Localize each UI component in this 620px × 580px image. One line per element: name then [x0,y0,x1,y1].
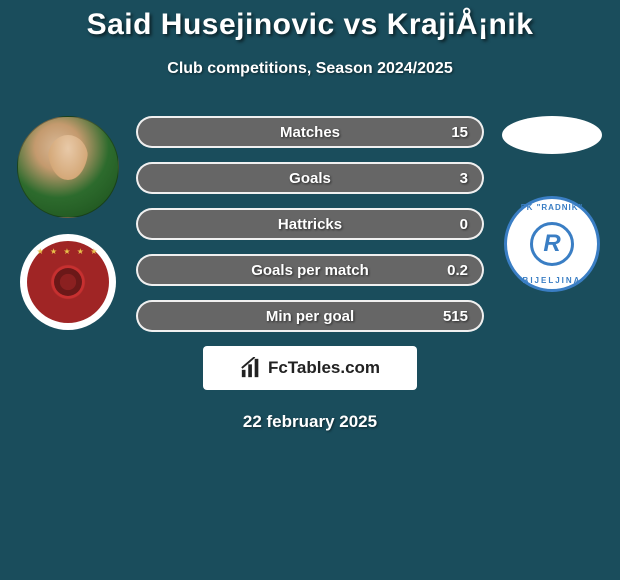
stat-bar-goals: Goals 3 [136,162,484,194]
right-player-placeholder [502,116,602,154]
brand-box[interactable]: FcTables.com [203,346,417,390]
right-club-letter: R [530,222,574,266]
right-entity-column: FK "RADNIK" R BIJELJINA [492,116,612,292]
subtitle: Club competitions, Season 2024/2025 [0,60,620,78]
player-photo [17,116,119,218]
stat-bar-matches: Matches 15 [136,116,484,148]
right-club-ring-top: FK "RADNIK" [507,203,597,212]
stat-label: Goals per match [251,262,369,279]
stat-value: 3 [460,170,468,187]
comparison-row: Matches 15 Goals 3 Hattricks 0 Goals per… [0,116,620,432]
stat-bar-goals-per-match: Goals per match 0.2 [136,254,484,286]
left-club-badge-inner [27,241,109,323]
stat-value: 515 [443,308,468,325]
stat-value: 15 [451,124,468,141]
brand-text: FcTables.com [268,358,380,378]
stats-column: Matches 15 Goals 3 Hattricks 0 Goals per… [128,116,492,432]
bar-chart-icon [240,357,262,379]
left-club-badge [20,234,116,330]
page-title: Said Husejinovic vs KrajiÅ¡nik [0,0,620,42]
stat-label: Hattricks [278,216,342,233]
stat-value: 0 [460,216,468,233]
right-club-badge: FK "RADNIK" R BIJELJINA [504,196,600,292]
left-entity-column [8,116,128,330]
date-line: 22 february 2025 [136,412,484,432]
stat-label: Min per goal [266,308,354,325]
stat-label: Matches [280,124,340,141]
stat-label: Goals [289,170,331,187]
stat-bar-min-per-goal: Min per goal 515 [136,300,484,332]
stat-value: 0.2 [447,262,468,279]
stat-bar-hattricks: Hattricks 0 [136,208,484,240]
right-club-ring-bottom: BIJELJINA [507,276,597,285]
